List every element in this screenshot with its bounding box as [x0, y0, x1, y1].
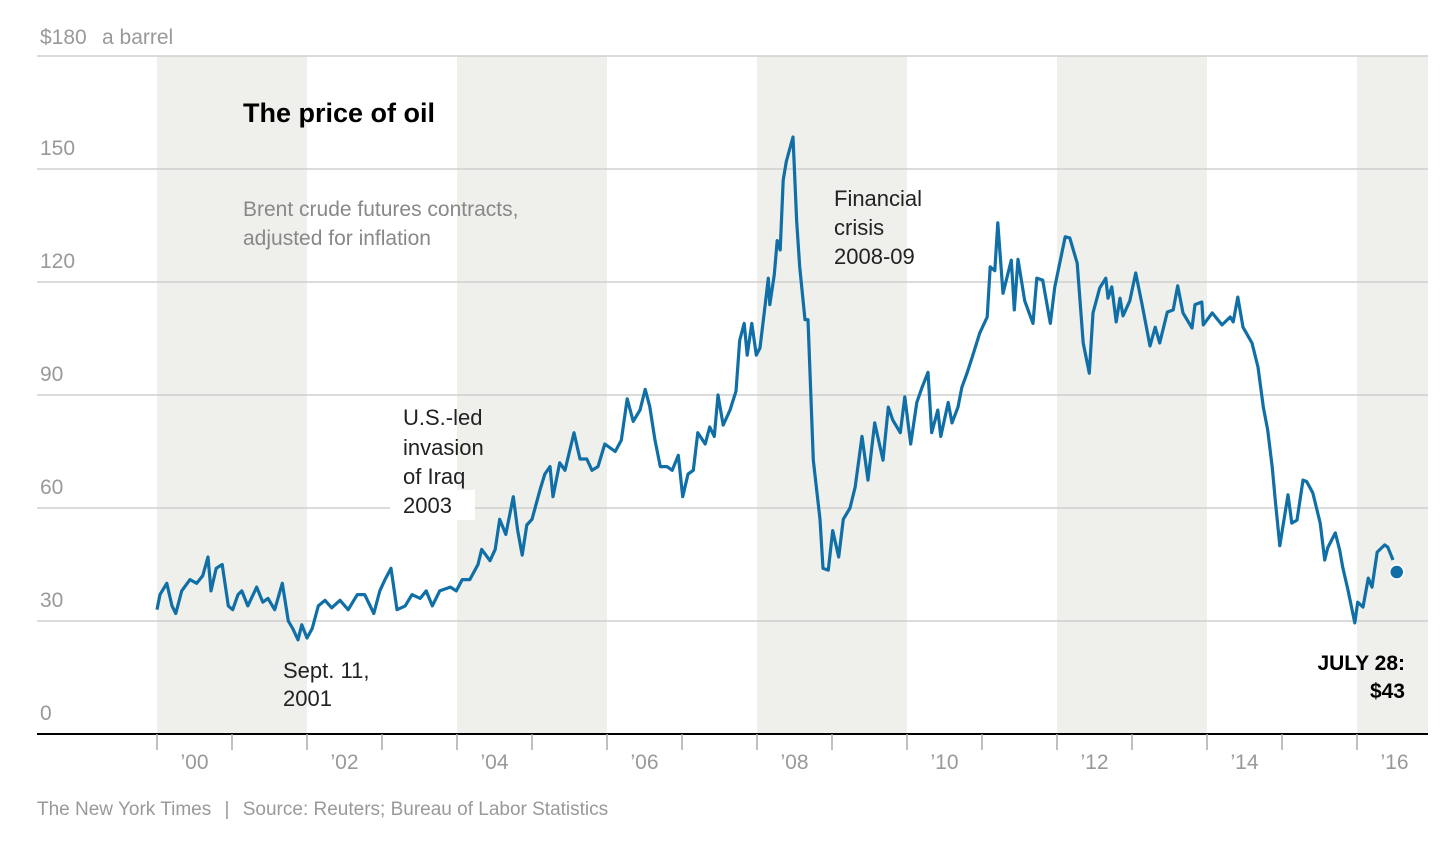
- annotation-line: U.S.-led: [403, 405, 482, 430]
- endpoint-value-label: $43: [1370, 680, 1405, 703]
- y-tick-label: 30: [40, 589, 63, 612]
- y-axis-ticks: $180 150 120 90 60 30 0: [40, 26, 87, 725]
- latest-price-dot: [1389, 564, 1405, 580]
- annotation-line: Sept. 11,: [283, 658, 369, 683]
- annotation-line: of Iraq: [403, 464, 465, 489]
- gridlines: [37, 55, 1428, 622]
- endpoint-date-label: JULY 28:: [1317, 652, 1405, 675]
- annotation-line: 2003: [403, 493, 452, 518]
- y-tick-label: 150: [40, 137, 75, 160]
- x-tick-label: ’08: [780, 751, 808, 774]
- x-tick-label: ’06: [630, 751, 658, 774]
- chart-subtitle-line-1: Brent crude futures contracts,: [243, 198, 518, 221]
- annotation-sept11: Sept. 11, 2001: [283, 658, 369, 711]
- annotation-line: Financial: [834, 186, 922, 211]
- y-tick-label: 0: [40, 702, 52, 725]
- annotation-line: 2008-09: [834, 244, 915, 269]
- x-axis-ticks: ’00 ’02 ’04 ’06 ’08 ’10 ’12 ’14 ’16: [156, 734, 1409, 774]
- x-tick-label: ’10: [930, 751, 958, 774]
- x-tick-label: ’02: [330, 751, 358, 774]
- annotation-financial-crisis: Financial crisis 2008-09: [834, 186, 922, 269]
- annotation-line: invasion: [403, 435, 484, 460]
- footer-separator: |: [225, 799, 230, 820]
- footer: The New York Times | Source: Reuters; Bu…: [37, 799, 608, 820]
- y-tick-label: 120: [40, 250, 75, 273]
- y-tick-label: 90: [40, 363, 63, 386]
- x-tick-label: ’04: [480, 751, 508, 774]
- chart-subtitle-line-2: adjusted for inflation: [243, 227, 431, 250]
- y-tick-label: 60: [40, 476, 63, 499]
- footer-source: Source: Reuters; Bureau of Labor Statist…: [243, 799, 608, 820]
- x-tick-label: ’00: [180, 751, 208, 774]
- y-axis-unit-label: a barrel: [102, 26, 173, 49]
- x-tick-label: ’16: [1380, 751, 1408, 774]
- chart-title: The price of oil: [243, 98, 435, 128]
- x-tick-label: ’14: [1230, 751, 1258, 774]
- footer-publisher: The New York Times: [37, 799, 211, 820]
- x-tick-label: ’12: [1080, 751, 1108, 774]
- annotation-line: crisis: [834, 215, 884, 240]
- svg-text:The New York Times |: The New York Times | Source: Reuters; Bu…: [37, 799, 608, 820]
- annotation-iraq: U.S.-led invasion of Iraq 2003: [403, 405, 484, 518]
- price-line: [155, 135, 1395, 642]
- y-tick-label: $180: [40, 26, 87, 49]
- annotation-line: 2001: [283, 686, 332, 711]
